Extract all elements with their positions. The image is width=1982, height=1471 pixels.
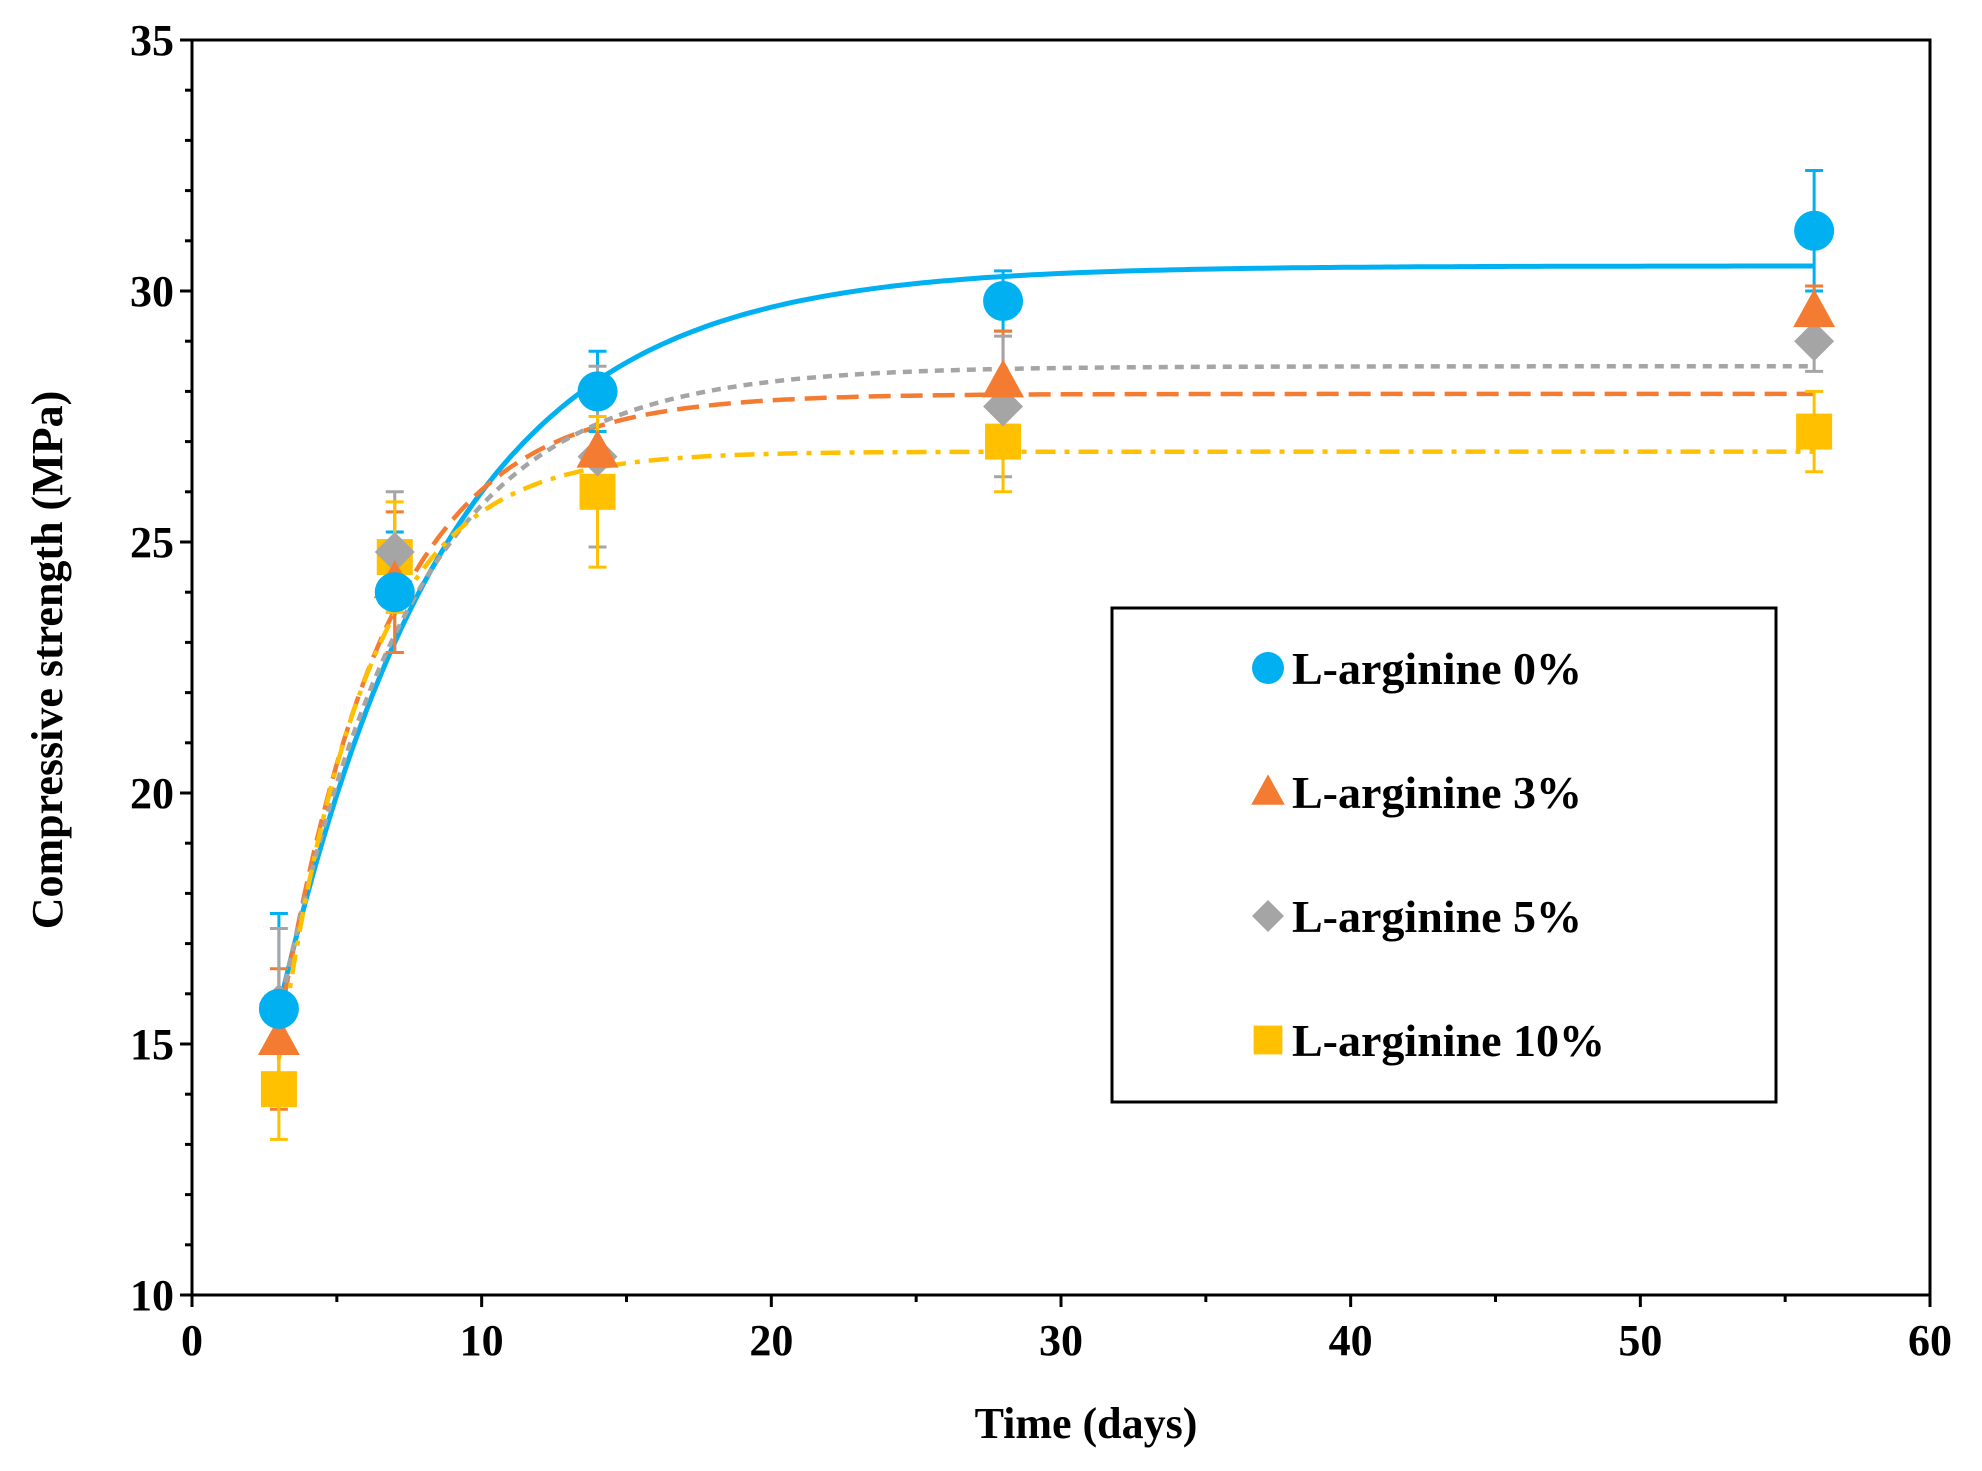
data-markers: [257, 210, 1836, 1108]
diamond-marker: [374, 532, 415, 573]
legend-box: [1110, 606, 1778, 1104]
triangle-marker: [1793, 289, 1836, 328]
legend-circle-icon: [1252, 652, 1284, 684]
x-tick-label: 60: [1908, 1316, 1952, 1365]
circle-marker: [1794, 210, 1835, 251]
y-tick-label: 35: [130, 16, 174, 65]
square-marker: [1796, 413, 1833, 450]
legend-square-icon: [1253, 1025, 1283, 1055]
legend-label: L-arginine 3%: [1292, 767, 1582, 818]
x-tick-label: 40: [1329, 1316, 1373, 1365]
fit-curve-3: [276, 364, 1815, 1015]
triangle-marker: [982, 359, 1025, 398]
y-tick-label: 30: [130, 267, 174, 316]
fit-curve-1: [276, 263, 1815, 1010]
diamond-marker: [1794, 321, 1835, 362]
fit-curve-4: [276, 449, 1815, 1060]
y-tick-label: 15: [130, 1020, 174, 1069]
x-tick-label: 0: [181, 1316, 203, 1365]
fit-curves: [276, 263, 1815, 1060]
triangle-marker: [257, 1016, 300, 1055]
circle-marker: [577, 371, 618, 412]
y-tick-label: 10: [130, 1271, 174, 1320]
y-tick-label: 20: [130, 769, 174, 818]
x-tick-label: 50: [1618, 1316, 1662, 1365]
circle-marker: [374, 572, 415, 613]
legend-triangle-icon: [1251, 774, 1285, 805]
axis-labels: Time (days) Compressive strength (MPa): [23, 391, 1197, 1448]
y-tick-label: 25: [130, 518, 174, 567]
circle-marker: [983, 281, 1024, 322]
x-tick-label: 10: [460, 1316, 504, 1365]
square-marker: [985, 423, 1022, 460]
legend: L-arginine 0% L-arginine 3% L-arginine 5% L…: [1110, 606, 1778, 1104]
legend-diamond-icon: [1252, 900, 1284, 932]
triangle-marker: [576, 429, 619, 468]
circle-marker: [258, 988, 299, 1029]
x-axis-title: Time (days): [975, 1399, 1198, 1448]
fit-curve-2: [276, 391, 1815, 1030]
y-axis-title: Compressive strength (MPa): [23, 391, 72, 930]
legend-label: L-arginine 5%: [1292, 891, 1582, 942]
legend-label: L-arginine 0%: [1292, 643, 1582, 694]
error-bars: [269, 169, 1824, 1141]
x-tick-label: 20: [749, 1316, 793, 1365]
x-tick-label: 30: [1039, 1316, 1083, 1365]
square-marker: [260, 1071, 297, 1108]
legend-label: L-arginine 10%: [1292, 1015, 1605, 1066]
square-marker: [579, 473, 616, 510]
